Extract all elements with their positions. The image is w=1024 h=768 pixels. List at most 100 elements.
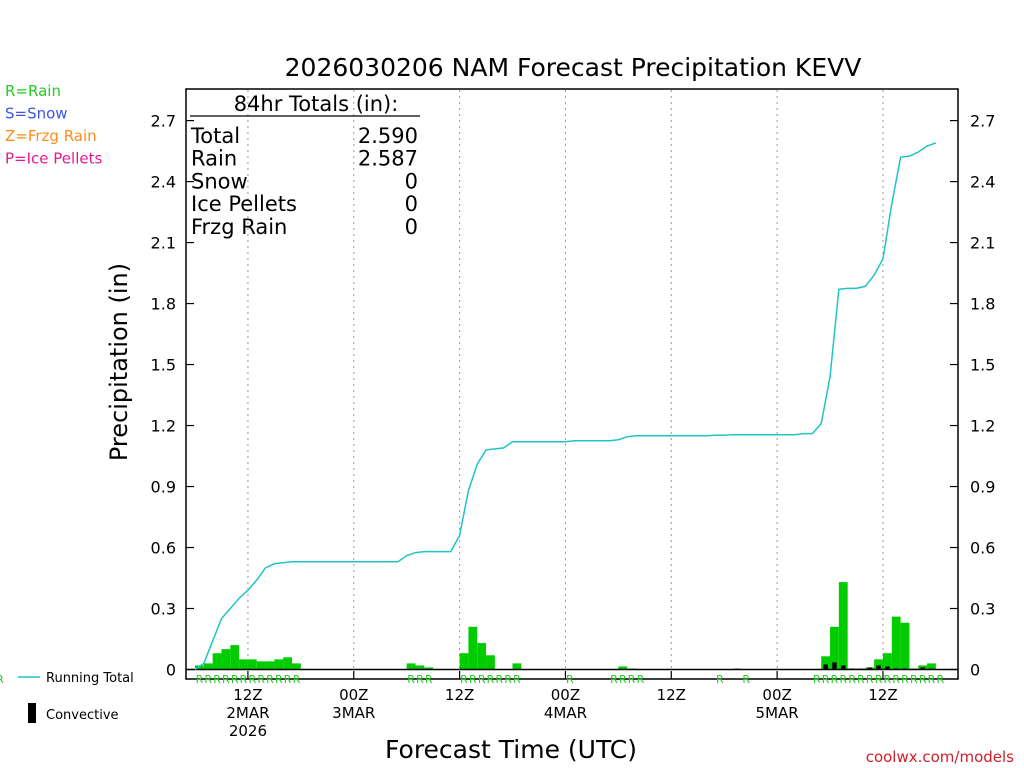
- y-tick-label-left: 0.3: [151, 600, 176, 619]
- precip-bar: [274, 659, 284, 670]
- ptype-legend-item: P=Ice Pellets: [5, 150, 102, 168]
- ptype-mark: R: [222, 673, 230, 686]
- y-tick-label-right: 1.8: [970, 295, 995, 314]
- convective-bar: [885, 666, 890, 670]
- ptype-mark: R: [875, 673, 883, 686]
- ptype-mark: R: [231, 673, 239, 686]
- ptype-mark: R: [839, 673, 847, 686]
- ptype-mark: R: [822, 673, 830, 686]
- plot-frame: [185, 88, 959, 680]
- ptype-mark: R: [275, 673, 283, 686]
- precip-bar: [256, 661, 266, 670]
- y-tick-label-right: 2.1: [970, 234, 995, 253]
- y-tick-label-right: 2.4: [970, 173, 995, 192]
- running-total-legend-label: Running Total: [46, 671, 134, 686]
- y-tick-label-right: 2.7: [970, 112, 995, 131]
- y-tick-label-left: 1.2: [151, 417, 176, 436]
- precip-bar: [247, 659, 257, 670]
- x-tick-label: 00Z: [339, 686, 368, 704]
- y-tick-label-right: 0.6: [970, 539, 995, 558]
- ptype-mark: R: [257, 673, 265, 686]
- ptype-mark: R: [936, 673, 944, 686]
- x-tick-label: 12Z: [868, 686, 897, 704]
- y-tick-label-left: 1.5: [151, 356, 176, 375]
- ptype-legend-item: S=Snow: [5, 105, 68, 123]
- ptype-mark: R: [0, 673, 4, 686]
- ptype-mark: R: [495, 673, 503, 686]
- precip-bar: [512, 663, 522, 670]
- precip-bar: [882, 653, 892, 670]
- precip-bar: [477, 643, 487, 670]
- precip-bar: [900, 622, 910, 670]
- convective-bar: [832, 662, 837, 670]
- y-tick-label-left: 2.4: [151, 173, 176, 192]
- precip-bar: [891, 616, 901, 670]
- ptype-mark: R: [813, 673, 821, 686]
- precip-bar: [468, 626, 478, 670]
- ptype-mark: R: [566, 673, 574, 686]
- ptype-mark: R: [266, 673, 274, 686]
- ptype-mark: R: [848, 673, 856, 686]
- totals-row-value: 0: [405, 215, 418, 239]
- y-tick-label-right: 0.9: [970, 478, 995, 497]
- totals-row-value: 0: [405, 192, 418, 216]
- precip-bar: [838, 582, 848, 670]
- ptype-mark: R: [213, 673, 221, 686]
- precip-bar: [406, 663, 416, 670]
- chart-title: 2026030206 NAM Forecast Precipitation KE…: [285, 53, 862, 82]
- y-tick-label-left: 2.1: [151, 234, 176, 253]
- ptype-mark: R: [910, 673, 918, 686]
- ptype-mark: R: [742, 673, 750, 686]
- precip-bar: [424, 667, 434, 670]
- precip-bar: [927, 663, 936, 670]
- precip-bar: [292, 663, 301, 670]
- ptype-mark: R: [204, 673, 212, 686]
- totals-row-label: Total: [190, 124, 240, 148]
- x-tick-label: 00Z: [762, 686, 791, 704]
- ptype-mark: R: [293, 673, 301, 686]
- convective-bar: [876, 665, 881, 670]
- ptype-mark: R: [416, 673, 424, 686]
- totals-row-label: Rain: [191, 147, 237, 171]
- ptype-mark: R: [284, 673, 292, 686]
- x-tick-label: 5MAR: [756, 704, 799, 722]
- ptype-mark: R: [425, 673, 433, 686]
- precip-bar: [212, 653, 222, 670]
- running-total-line: [194, 142, 937, 671]
- ptype-legend: R=Rain S=Snow Z=Frzg Rain P=Ice Pellets: [5, 82, 102, 168]
- precip-bar: [415, 665, 425, 670]
- x-tick-label: 4MAR: [544, 704, 587, 722]
- precip-bar: [459, 653, 469, 670]
- ptype-mark: R: [504, 673, 512, 686]
- ptype-mark: R: [240, 673, 248, 686]
- x-tick-label: 00Z: [551, 686, 580, 704]
- precip-bar: [830, 626, 839, 670]
- precip-bar: [283, 657, 293, 670]
- ptype-mark: R: [513, 673, 521, 686]
- ptype-mark: R: [884, 673, 892, 686]
- totals-row-label: Snow: [191, 169, 248, 193]
- ptype-mark: R: [249, 673, 257, 686]
- ptype-mark: R: [866, 673, 874, 686]
- precip-bar: [618, 666, 628, 670]
- ptype-mark: R: [460, 673, 468, 686]
- x-tick-label: 2026: [229, 722, 267, 740]
- y-tick-label-left: 2.7: [151, 112, 176, 131]
- totals-row-value: 2.587: [358, 147, 418, 171]
- ptype-mark: R: [619, 673, 627, 686]
- x-axis-label: Forecast Time (UTC): [385, 735, 637, 764]
- y-axis-label: Precipitation (in): [105, 263, 133, 461]
- ptype-mark: R: [831, 673, 839, 686]
- totals-row-value: 2.590: [358, 124, 418, 148]
- totals-row-value: 0: [405, 169, 418, 193]
- precip-bar: [230, 645, 240, 670]
- y-tick-label-right: 1.5: [970, 356, 995, 375]
- ptype-mark: R: [478, 673, 486, 686]
- y-tick-label-right: 0.3: [970, 600, 995, 619]
- convective-legend-swatch: [28, 703, 36, 723]
- y-axis: 0 00.3 0.30.6 0.60.9 0.91.2 1.21.5 1.51.8 1.82.…: [151, 112, 996, 680]
- convective-bar: [867, 667, 872, 670]
